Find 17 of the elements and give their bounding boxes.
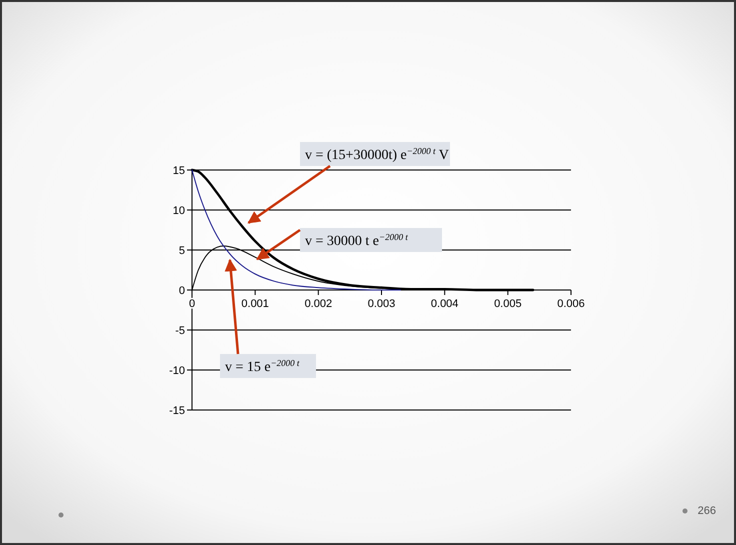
y-tick-label: 15 — [172, 165, 185, 177]
x-tick-label: 0.002 — [304, 298, 332, 310]
x-tick-label: 0.001 — [241, 298, 269, 310]
x-tick-label: 0.003 — [368, 298, 396, 310]
y-tick-label: 10 — [172, 205, 185, 217]
y-tick-label: -10 — [169, 365, 185, 377]
y-tick-label: 5 — [178, 245, 185, 257]
y-tick-label: -15 — [169, 405, 185, 417]
x-tick-label: 0.004 — [430, 298, 458, 310]
y-tick-label: -5 — [175, 325, 185, 337]
x-tick-label: 0.005 — [494, 298, 522, 310]
y-tick-label: 0 — [178, 285, 185, 297]
x-tick-label: 0.006 — [557, 298, 585, 310]
text: 266 — [698, 505, 716, 517]
annotation: v = 15 e$^{−2000 t}$ — [225, 358, 300, 375]
annotation: v = (15+30000t) e$^{−2000 t}$ V — [305, 146, 449, 163]
annotation: v = 30000 t e$^{−2000 t}$ — [305, 232, 408, 249]
